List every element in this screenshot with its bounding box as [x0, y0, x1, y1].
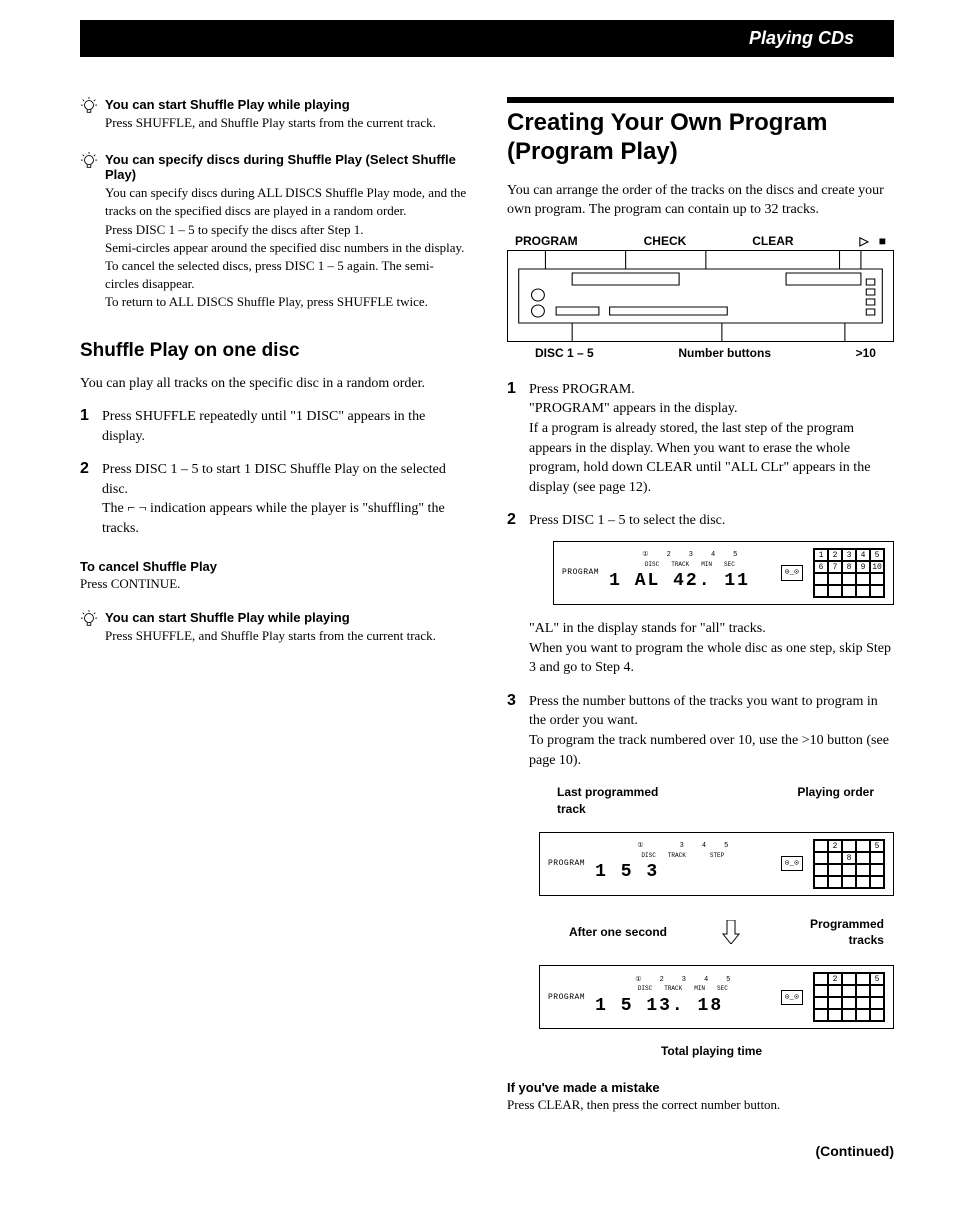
step-number: 2 — [80, 460, 102, 538]
tip-body: Press SHUFFLE, and Shuffle Play starts f… — [105, 627, 467, 645]
section-intro: You can play all tracks on the specific … — [80, 374, 467, 394]
mistake-heading: If you've made a mistake — [507, 1080, 894, 1095]
tip-title: You can start Shuffle Play while playing — [105, 97, 467, 112]
program-step-1: 1 Press PROGRAM. "PROGRAM" appears in th… — [507, 380, 894, 498]
stop-icon: ■ — [879, 234, 886, 248]
sec-label: SEC — [724, 561, 735, 569]
title-line-2: (Program Play) — [507, 138, 678, 165]
disc-label: DISC — [638, 985, 652, 993]
program-step-2: 2 Press DISC 1 – 5 to select the disc. P… — [507, 511, 894, 677]
program-intro: You can arrange the order of the tracks … — [507, 181, 894, 220]
sec-label: SEC — [717, 985, 728, 993]
mistake-body: Press CLEAR, then press the correct numb… — [507, 1097, 894, 1113]
left-column: You can start Shuffle Play while playing… — [80, 97, 467, 1159]
label-playing-order: Playing order — [797, 784, 874, 818]
arrow-down-icon — [721, 920, 741, 944]
step-text: Press DISC 1 – 5 to start 1 DISC Shuffle… — [102, 460, 467, 538]
tip-body: Press SHUFFLE, and Shuffle Play starts f… — [105, 114, 467, 132]
step-text: Press PROGRAM. "PROGRAM" appears in the … — [529, 380, 894, 498]
tip-title: You can start Shuffle Play while playing — [105, 610, 467, 625]
step-text: Press the number buttons of the tracks y… — [529, 692, 894, 1060]
track-label: TRACK — [668, 852, 686, 860]
play-icon: ▷ — [860, 234, 869, 248]
label-over-10: >10 — [856, 346, 876, 360]
display-panel-step3a: PROGRAM ①345 DISC TRACK STEP 1 — [539, 832, 894, 896]
cassette-icon: ⊙_⊙ — [781, 990, 803, 1005]
min-label: MIN — [694, 985, 705, 993]
label-total-playing-time: Total playing time — [529, 1043, 894, 1060]
tip-title: You can specify discs during Shuffle Pla… — [105, 152, 467, 182]
text: Press the number buttons of the tracks y… — [529, 694, 878, 729]
page-header: Playing CDs — [80, 20, 894, 57]
section-title-shuffle-one-disc: Shuffle Play on one disc — [80, 340, 467, 362]
step-label: STEP — [710, 852, 724, 860]
track-grid: 25 — [813, 972, 885, 1022]
display-program-label: PROGRAM — [548, 858, 585, 869]
text: "PROGRAM" appears in the display. — [529, 401, 737, 416]
tip-body: You can specify discs during ALL DISCS S… — [105, 184, 467, 311]
min-label: MIN — [701, 561, 712, 569]
text: Semi-circles appear around the specified… — [105, 240, 464, 291]
cancel-body: Press CONTINUE. — [80, 576, 467, 592]
track-grid: 25 8 — [813, 839, 885, 889]
label-disc: DISC 1 – 5 — [535, 346, 594, 360]
title-rule — [507, 97, 894, 103]
track-grid: 12345 678910 — [813, 548, 885, 598]
label-number-buttons: Number buttons — [678, 346, 771, 360]
text: When you want to program the whole disc … — [529, 641, 891, 676]
step-number: 1 — [507, 380, 529, 498]
label-program: PROGRAM — [515, 234, 578, 248]
text: Press DISC 1 – 5 to start 1 DISC Shuffle… — [102, 462, 446, 497]
player-illustration — [508, 251, 893, 341]
cassette-icon: ⊙_⊙ — [781, 856, 803, 871]
text: To return to ALL DISCS Shuffle Play, pre… — [105, 294, 428, 309]
tip-select-shuffle: You can specify discs during Shuffle Pla… — [80, 152, 467, 311]
text: Press PROGRAM. — [529, 382, 635, 397]
step-number: 1 — [80, 407, 102, 446]
step-number: 3 — [507, 692, 529, 1060]
main-title: Creating Your Own Program (Program Play) — [507, 109, 894, 167]
label-clear: CLEAR — [752, 234, 793, 248]
track-label: TRACK — [664, 985, 682, 993]
text: Press DISC 1 – 5 to specify the discs af… — [105, 222, 364, 237]
text: The ⌐ ¬ indication appears while the pla… — [102, 501, 445, 536]
disc-label: DISC — [641, 852, 655, 860]
disc-label: DISC — [645, 561, 659, 569]
display-program-label: PROGRAM — [548, 992, 585, 1003]
track-label: TRACK — [671, 561, 689, 569]
label-play-stop: ▷ ■ — [860, 234, 887, 248]
step-number: 2 — [507, 511, 529, 677]
segment-display: 1 AL 42. 11 — [609, 569, 770, 594]
label-last-programmed: Last programmed track — [557, 784, 667, 818]
text: You can specify discs during ALL DISCS S… — [105, 185, 466, 218]
label-check: CHECK — [644, 234, 687, 248]
cassette-icon: ⊙_⊙ — [781, 565, 803, 580]
continued-label: (Continued) — [507, 1143, 894, 1159]
lightbulb-icon — [80, 610, 98, 628]
segment-display: 1 5 13. 18 — [595, 994, 770, 1019]
step-text: Press SHUFFLE repeatedly until "1 DISC" … — [102, 407, 467, 446]
player-diagram: PROGRAM CHECK CLEAR ▷ ■ — [507, 234, 894, 360]
display-panel-step3b: PROGRAM ①2345 DISC TRACK MIN SEC — [539, 965, 894, 1029]
program-step-3: 3 Press the number buttons of the tracks… — [507, 692, 894, 1060]
lightbulb-icon — [80, 97, 98, 115]
label-after-one-second: After one second — [569, 924, 667, 941]
step-1: 1 Press SHUFFLE repeatedly until "1 DISC… — [80, 407, 467, 446]
text: Press DISC 1 – 5 to select the disc. — [529, 513, 725, 528]
text: To program the track numbered over 10, u… — [529, 733, 889, 768]
text: "AL" in the display stands for "all" tra… — [529, 621, 766, 636]
cancel-heading: To cancel Shuffle Play — [80, 559, 467, 574]
lightbulb-icon — [80, 152, 98, 170]
title-line-1: Creating Your Own Program — [507, 109, 828, 136]
display-panel-step2: PROGRAM ①2345 DISC TRACK MIN SEC — [553, 541, 894, 605]
right-column: Creating Your Own Program (Program Play)… — [507, 97, 894, 1159]
tip-shuffle-while-playing-2: You can start Shuffle Play while playing… — [80, 610, 467, 645]
step-2: 2 Press DISC 1 – 5 to start 1 DISC Shuff… — [80, 460, 467, 538]
display-program-label: PROGRAM — [562, 567, 599, 578]
tip-shuffle-while-playing-1: You can start Shuffle Play while playing… — [80, 97, 467, 132]
label-programmed-tracks: Programmed tracks — [794, 916, 884, 950]
step-text: Press DISC 1 – 5 to select the disc. PRO… — [529, 511, 894, 677]
segment-display: 1 5 3 — [595, 860, 770, 885]
text: If a program is already stored, the last… — [529, 421, 870, 495]
